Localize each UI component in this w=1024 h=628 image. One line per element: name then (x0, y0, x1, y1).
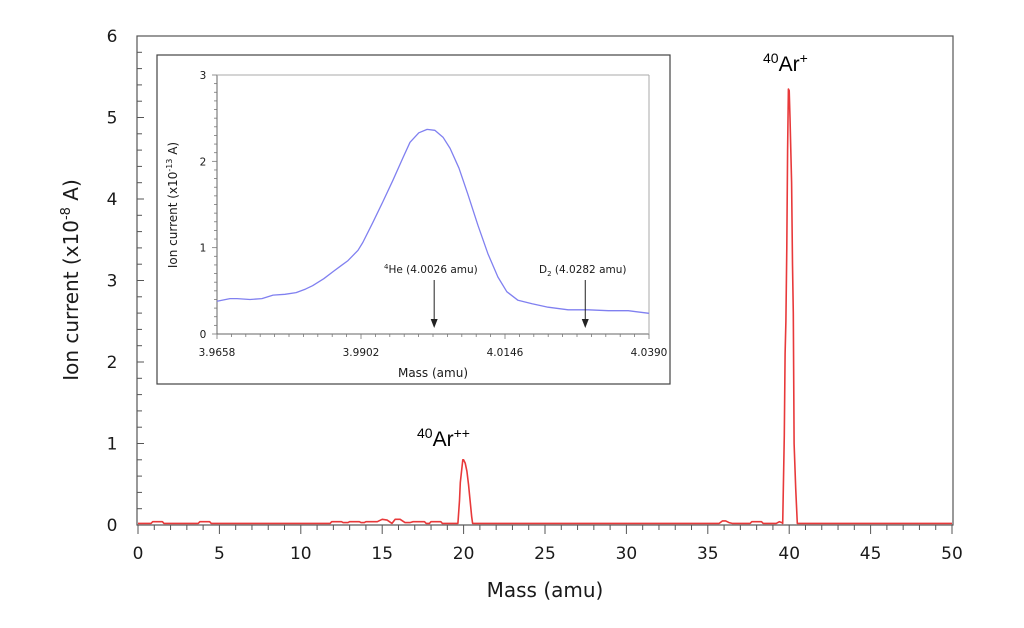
inset-x-tick-label: 3.9658 (199, 347, 236, 359)
inset-y-tick-label: 1 (200, 243, 207, 255)
main-y-tick-label: 4 (107, 190, 118, 210)
main-x-tick-label: 5 (214, 544, 225, 564)
inset-y-tick-label: 3 (200, 70, 207, 82)
inset-x-tick-label: 4.0390 (631, 347, 668, 359)
main-y-tick-label: 1 (107, 435, 118, 455)
main-y-tick-label: 5 (107, 109, 118, 129)
inset-series-line (216, 128, 650, 314)
arrow-head (430, 319, 438, 328)
inset-series-group (216, 128, 650, 314)
inset-x-axis: 3.9658 3.9902 4.0146 4.0390 (199, 334, 668, 359)
arrow-head (581, 319, 589, 328)
inset-x-tick-label: 4.0146 (487, 347, 524, 359)
main-x-tick-label: 45 (860, 544, 882, 564)
main-x-tick-label: 15 (371, 544, 393, 564)
peak-label-ar-doubly: 40Ar++ (417, 425, 470, 451)
inset-y-axis-title: Ion current (x10-13 A) (165, 142, 180, 268)
arrow-helium-icon (430, 280, 438, 328)
main-x-tick-label: 40 (778, 544, 800, 564)
annotation-deuterium: D2 (4.0282 amu) (539, 264, 627, 278)
main-x-tick-label: 35 (697, 544, 719, 564)
peak-label-ar-singly: 40Ar+ (763, 50, 808, 76)
inset-x-tick-label: 3.9902 (343, 347, 380, 359)
inset-y-axis: 0 1 2 3 (200, 70, 217, 341)
main-x-tick-label: 30 (616, 544, 638, 564)
main-x-tick-label: 10 (290, 544, 312, 564)
inset-x-axis-title: Mass (amu) (398, 366, 468, 380)
main-y-tick-label: 0 (107, 516, 118, 536)
main-y-axis: 0 1 2 3 4 5 6 (107, 27, 144, 536)
main-x-axis: 0 5 10 15 20 25 30 35 40 45 50 (133, 525, 963, 564)
main-y-tick-label: 2 (107, 353, 118, 373)
main-x-tick-label: 20 (453, 544, 475, 564)
main-x-tick-label: 25 (534, 544, 556, 564)
inset-y-tick-label: 0 (200, 329, 207, 341)
main-x-axis-title: Mass (amu) (487, 578, 604, 602)
inset-y-tick-label: 2 (200, 156, 207, 168)
main-x-tick-label: 50 (941, 544, 963, 564)
main-y-tick-label: 6 (107, 27, 118, 47)
annotation-helium: 4He (4.0026 amu) (384, 263, 478, 276)
main-y-tick-label: 3 (107, 272, 118, 292)
main-series-group (138, 88, 952, 525)
inset-box (156, 54, 671, 385)
arrow-deuterium-icon (581, 280, 589, 328)
main-series-line (138, 88, 952, 525)
main-x-tick-label: 0 (133, 544, 144, 564)
main-y-axis-title: Ion current (x10-8 A) (59, 179, 83, 381)
